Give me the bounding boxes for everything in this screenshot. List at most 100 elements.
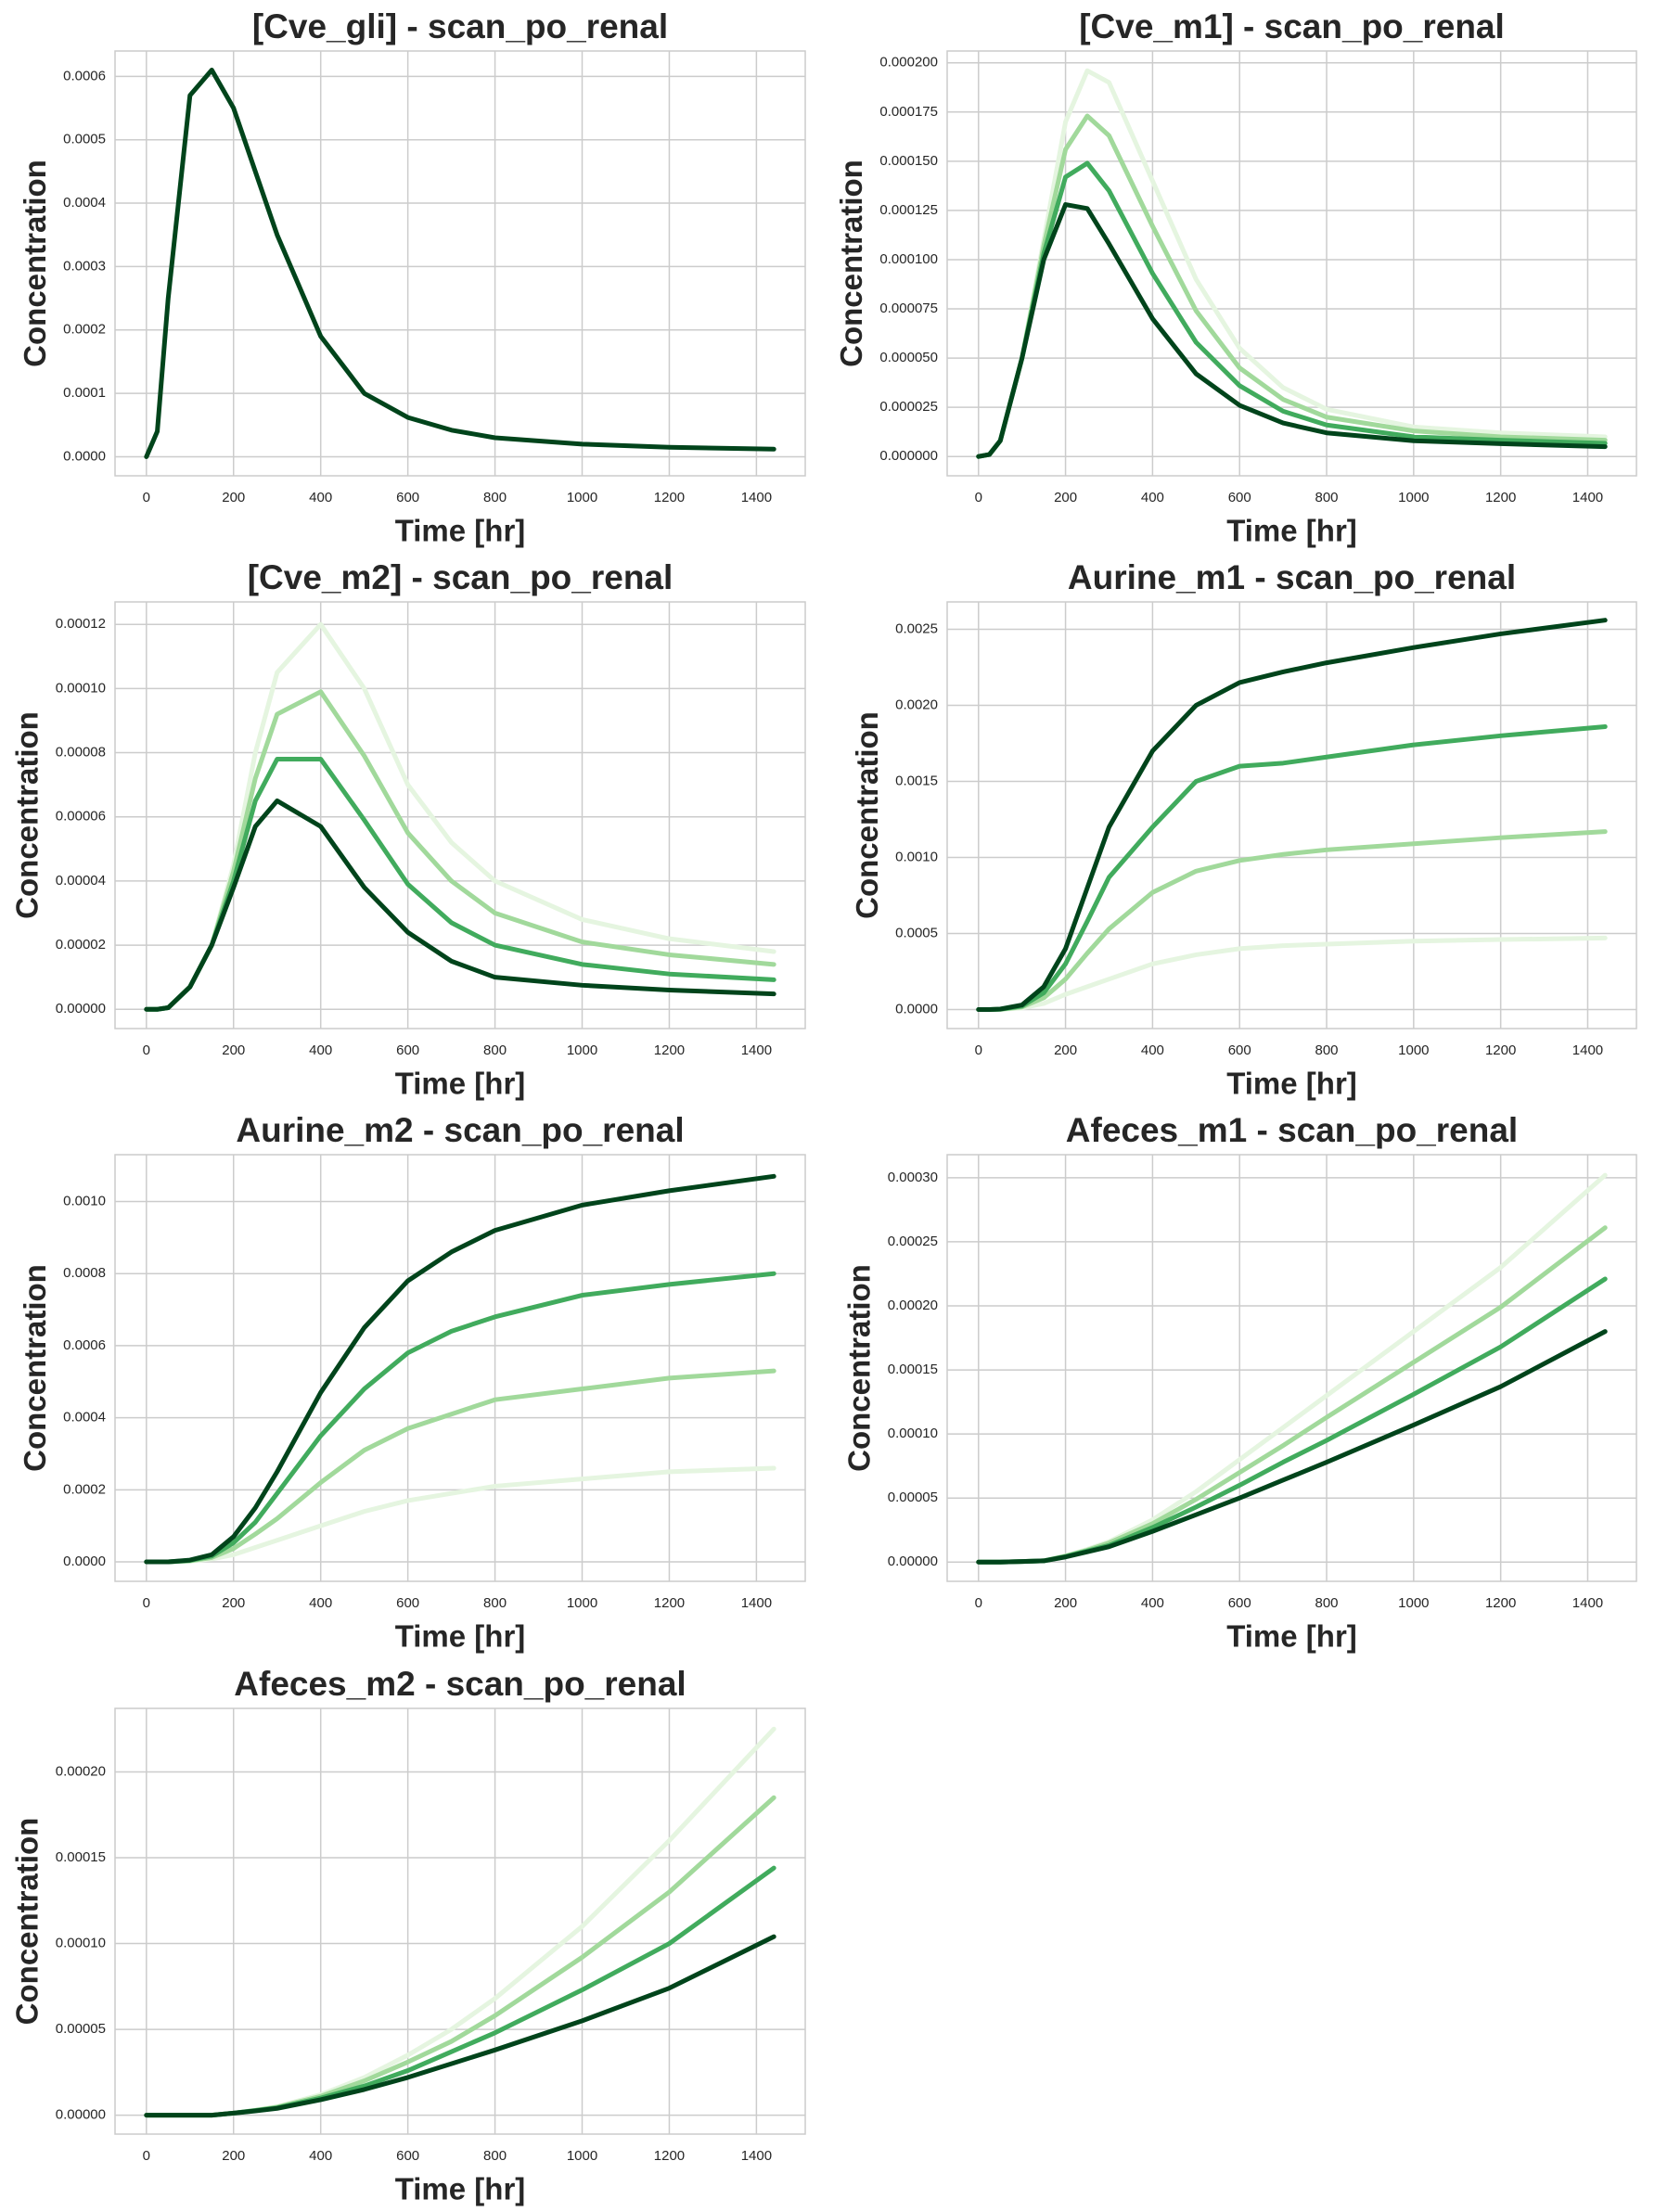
- y-tick-label: 0.000100: [879, 251, 938, 267]
- x-tick-label: 400: [1141, 1042, 1164, 1058]
- y-tick-label: 0.0000: [63, 1554, 106, 1569]
- x-tick-label: 1000: [567, 2148, 597, 2164]
- plot-area: [114, 1154, 806, 1582]
- data-line: [976, 618, 1608, 1012]
- x-tick-label: 1200: [654, 1042, 685, 1058]
- y-tick-label: 0.00000: [56, 1001, 106, 1016]
- y-tick-label: 0.0000: [895, 1001, 938, 1016]
- y-tick-label: 0.00010: [888, 1426, 938, 1441]
- y-tick-label: 0.00000: [56, 2107, 106, 2123]
- y-tick-label: 0.00002: [56, 937, 106, 953]
- x-tick-label: 800: [483, 1042, 507, 1058]
- y-tick-label: 0.0002: [63, 322, 106, 338]
- y-tick-label: 0.00010: [56, 1936, 106, 1951]
- y-tick-label: 0.00020: [56, 1763, 106, 1779]
- x-tick-label: 800: [483, 2148, 507, 2164]
- y-tick-label: 0.000075: [879, 300, 938, 316]
- y-tick-label: 0.000200: [879, 55, 938, 70]
- x-tick-label: 0: [975, 1042, 982, 1058]
- x-tick-label: 1200: [1485, 1595, 1516, 1611]
- data-line: [144, 798, 776, 1012]
- x-tick-label: 600: [396, 490, 419, 505]
- y-tick-label: 0.000000: [879, 448, 938, 464]
- x-tick-label: 1400: [741, 1042, 772, 1058]
- plot-area: [946, 601, 1637, 1029]
- y-tick-label: 0.00006: [56, 809, 106, 825]
- x-tick-label: 1400: [1572, 490, 1603, 505]
- y-axis-label: Concentration: [18, 1264, 52, 1472]
- x-tick-label: 1000: [1398, 490, 1429, 505]
- y-tick-label: 0.000150: [879, 153, 938, 169]
- x-tick-label: 200: [222, 1042, 245, 1058]
- y-tick-label: 0.00004: [56, 873, 106, 889]
- x-axis-label: Time [hr]: [1226, 1619, 1357, 1654]
- x-tick-label: 200: [222, 1595, 245, 1611]
- y-tick-label: 0.000025: [879, 399, 938, 415]
- x-tick-label: 600: [1228, 1595, 1251, 1611]
- x-tick-label: 1200: [1485, 1042, 1516, 1058]
- x-tick-label: 1000: [567, 1595, 597, 1611]
- y-tick-label: 0.000125: [879, 202, 938, 218]
- y-tick-label: 0.00025: [888, 1234, 938, 1249]
- x-tick-label: 1400: [741, 1595, 772, 1611]
- x-tick-label: 200: [222, 2148, 245, 2164]
- x-tick-label: 1400: [741, 490, 772, 505]
- x-tick-label: 200: [1054, 490, 1077, 505]
- x-tick-label: 0: [143, 2148, 150, 2164]
- y-axis-label: Concentration: [850, 711, 884, 919]
- y-tick-label: 0.00005: [888, 1490, 938, 1505]
- y-tick-label: 0.00010: [56, 680, 106, 696]
- y-tick-label: 0.0020: [895, 697, 938, 712]
- y-tick-label: 0.000050: [879, 350, 938, 365]
- y-axis-label: Concentration: [9, 711, 44, 919]
- y-tick-label: 0.00015: [56, 1849, 106, 1865]
- x-tick-label: 1200: [1485, 490, 1516, 505]
- data-line: [976, 1329, 1608, 1565]
- y-tick-label: 0.0006: [63, 1337, 106, 1353]
- x-tick-label: 800: [1315, 1042, 1339, 1058]
- x-axis-label: Time [hr]: [395, 1619, 526, 1654]
- y-tick-label: 0.0010: [63, 1193, 106, 1208]
- y-axis-label: Concentration: [9, 1818, 44, 2026]
- x-tick-label: 0: [143, 1595, 150, 1611]
- x-tick-label: 1400: [741, 2148, 772, 2164]
- x-axis-label: Time [hr]: [1226, 514, 1357, 548]
- x-tick-label: 1000: [1398, 1595, 1429, 1611]
- x-tick-label: 0: [143, 490, 150, 505]
- x-tick-label: 200: [1054, 1595, 1077, 1611]
- x-tick-label: 800: [1315, 490, 1339, 505]
- data-line: [976, 202, 1608, 459]
- y-tick-label: 0.0010: [895, 849, 938, 864]
- x-tick-label: 600: [1228, 1042, 1251, 1058]
- x-tick-label: 400: [1141, 1595, 1164, 1611]
- x-tick-label: 400: [309, 2148, 332, 2164]
- x-tick-label: 800: [483, 1595, 507, 1611]
- x-tick-label: 1200: [654, 2148, 685, 2164]
- y-tick-label: 0.0001: [63, 385, 106, 401]
- x-tick-label: 600: [1228, 490, 1251, 505]
- chart-title: [Cve_m1] - scan_po_renal: [1079, 7, 1505, 45]
- subplot: 0 200 400 600 800 1000 1200 1400 0.0000 0.0001 0.0…: [18, 7, 806, 548]
- x-tick-label: 0: [143, 1042, 150, 1058]
- x-tick-label: 200: [1054, 1042, 1077, 1058]
- y-tick-label: 0.00008: [56, 745, 106, 761]
- x-tick-label: 600: [396, 2148, 419, 2164]
- x-tick-label: 400: [309, 1042, 332, 1058]
- y-tick-label: 0.00020: [888, 1298, 938, 1313]
- y-tick-label: 0.000175: [879, 104, 938, 120]
- chart-title: Afeces_m1 - scan_po_renal: [1066, 1111, 1518, 1149]
- x-tick-label: 1200: [654, 490, 685, 505]
- y-tick-label: 0.00012: [56, 616, 106, 632]
- x-tick-label: 0: [975, 1595, 982, 1611]
- y-tick-label: 0.0008: [63, 1265, 106, 1281]
- y-tick-label: 0.0000: [63, 448, 106, 464]
- data-line: [144, 1934, 776, 2118]
- x-tick-label: 1000: [567, 490, 597, 505]
- x-tick-label: 1000: [567, 1042, 597, 1058]
- y-axis-label: Concentration: [841, 1264, 876, 1472]
- chart-title: Aurine_m2 - scan_po_renal: [236, 1111, 684, 1149]
- y-tick-label: 0.0005: [895, 925, 938, 940]
- y-tick-label: 0.0003: [63, 258, 106, 274]
